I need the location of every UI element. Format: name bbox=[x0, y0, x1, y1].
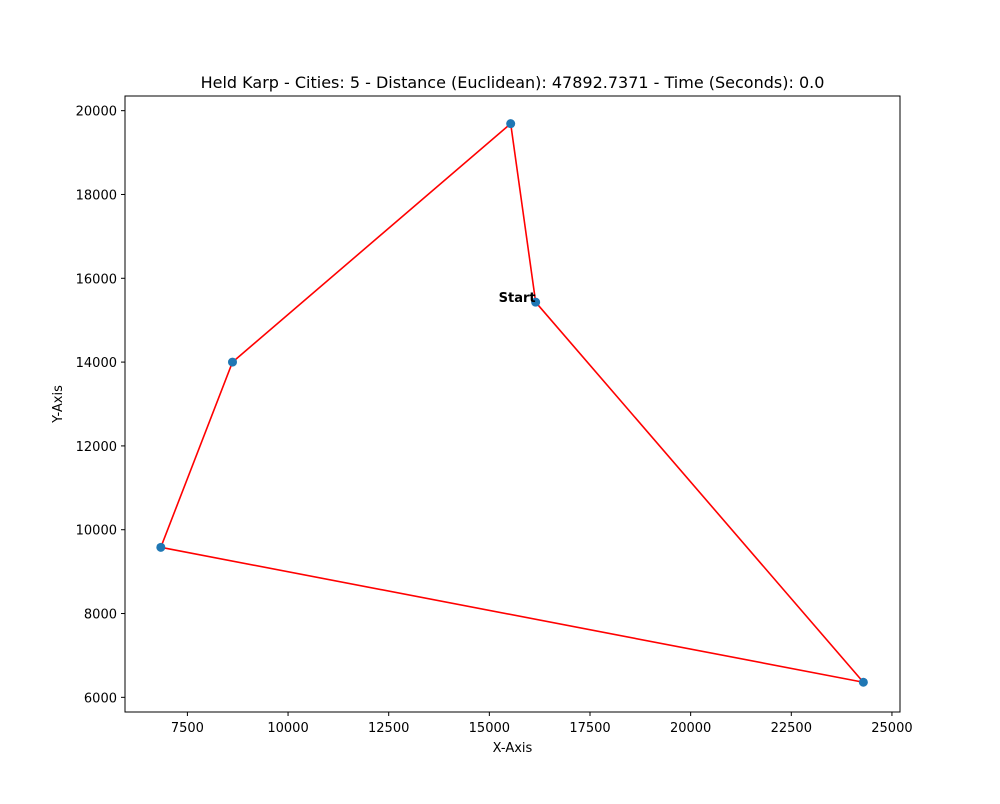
y-tick-label: 6000 bbox=[84, 691, 117, 706]
x-tick-label: 25000 bbox=[871, 721, 912, 736]
start-label: Start bbox=[499, 291, 536, 306]
x-tick-label: 20000 bbox=[670, 721, 711, 736]
x-tick-label: 15000 bbox=[469, 721, 510, 736]
route-segment bbox=[509, 123, 537, 303]
x-tick-label: 10000 bbox=[267, 721, 308, 736]
x-axis-ticks: 7500 10000 12500 15000 17500 20000 22500 25000 bbox=[171, 712, 913, 736]
city-point bbox=[156, 542, 166, 552]
x-tick-label: 12500 bbox=[368, 721, 409, 736]
y-tick-label: 10000 bbox=[76, 524, 117, 539]
y-axis-ticks: 6000 8000 10000 12000 14000 16000 18000 20000 bbox=[76, 105, 125, 706]
y-tick-label: 18000 bbox=[76, 188, 117, 203]
y-tick-label: 20000 bbox=[76, 105, 117, 120]
route-lines bbox=[160, 123, 864, 684]
y-tick-label: 14000 bbox=[76, 356, 117, 371]
y-axis-label: Y-Axis bbox=[51, 385, 66, 424]
x-tick-label: 17500 bbox=[569, 721, 610, 736]
x-tick-label: 22500 bbox=[771, 721, 812, 736]
route-segment bbox=[535, 301, 864, 683]
plot-area bbox=[124, 95, 901, 713]
y-tick-label: 8000 bbox=[84, 608, 117, 623]
x-tick-label: 7500 bbox=[171, 721, 204, 736]
route-segment bbox=[231, 123, 512, 363]
chart-title: Held Karp - Cities: 5 - Distance (Euclid… bbox=[201, 73, 825, 92]
x-axis-label: X-Axis bbox=[493, 741, 533, 756]
y-tick-label: 16000 bbox=[76, 272, 117, 287]
city-point bbox=[506, 119, 516, 129]
y-tick-label: 12000 bbox=[76, 440, 117, 455]
route-segment bbox=[160, 546, 864, 684]
city-point bbox=[858, 677, 868, 687]
city-point bbox=[227, 357, 237, 367]
city-points bbox=[156, 119, 868, 687]
city-point bbox=[531, 297, 541, 307]
route-segment bbox=[160, 361, 234, 548]
